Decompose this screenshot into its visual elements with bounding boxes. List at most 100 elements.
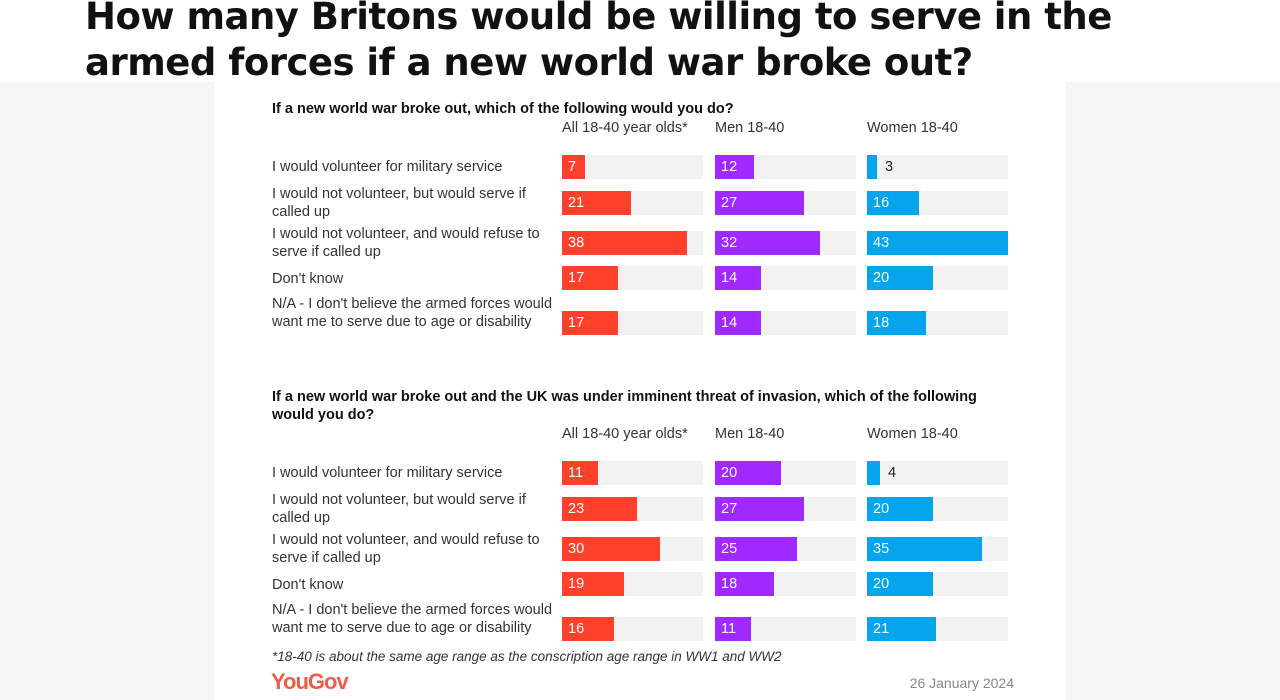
data-label: 35 bbox=[873, 541, 890, 557]
row-label: I would not volunteer, but would serve i… bbox=[272, 186, 526, 220]
data-label: 38 bbox=[568, 235, 585, 251]
bar bbox=[562, 537, 660, 561]
row-label: N/A - I don't believe the armed forces w… bbox=[272, 602, 553, 636]
column-header: All 18-40 year olds* bbox=[562, 120, 688, 136]
column-header: All 18-40 year olds* bbox=[562, 426, 688, 442]
bar-track: 11 bbox=[715, 617, 856, 641]
bar bbox=[715, 572, 774, 596]
bar bbox=[867, 231, 1008, 255]
bar bbox=[562, 311, 618, 335]
bar bbox=[867, 311, 926, 335]
bar-track: 7 bbox=[562, 155, 703, 179]
data-label: 20 bbox=[873, 501, 890, 517]
bar bbox=[867, 266, 933, 290]
yougov-logo: YouGov bbox=[271, 669, 349, 694]
headline: How many Britons would be willing to ser… bbox=[85, 0, 1112, 84]
bar-track: 21 bbox=[562, 191, 703, 215]
bar-track: 38 bbox=[562, 231, 703, 255]
bar-track: 20 bbox=[867, 497, 1008, 521]
row-label: I would not volunteer, and would refuse … bbox=[272, 226, 540, 260]
bar bbox=[867, 497, 933, 521]
data-label: 17 bbox=[568, 270, 585, 286]
bar bbox=[867, 617, 936, 641]
column-header: Women 18-40 bbox=[867, 120, 958, 136]
bar-track: 35 bbox=[867, 537, 1008, 561]
data-label: 32 bbox=[721, 235, 738, 251]
bar-track: 32 bbox=[715, 231, 856, 255]
bar bbox=[715, 266, 761, 290]
bar-track: 12 bbox=[715, 155, 856, 179]
date: 26 January 2024 bbox=[909, 675, 1014, 691]
data-label: 16 bbox=[568, 621, 585, 637]
data-label: 27 bbox=[721, 501, 738, 517]
footnote: *18-40 is about the same age range as th… bbox=[272, 649, 782, 664]
data-label: 18 bbox=[873, 315, 890, 331]
bar-track: 14 bbox=[715, 266, 856, 290]
data-label: 7 bbox=[568, 159, 577, 175]
data-label: 25 bbox=[721, 541, 738, 557]
data-label: 3 bbox=[885, 159, 894, 175]
bar bbox=[867, 155, 877, 179]
bar-track: 43 bbox=[867, 231, 1008, 255]
bar bbox=[867, 537, 982, 561]
data-label: 21 bbox=[873, 621, 890, 637]
bar bbox=[562, 191, 631, 215]
data-label: 17 bbox=[568, 315, 585, 331]
data-label: 11 bbox=[568, 465, 584, 481]
bar-track: 27 bbox=[715, 497, 856, 521]
column-header: Women 18-40 bbox=[867, 426, 958, 442]
row-label: N/A - I don't believe the armed forces w… bbox=[272, 296, 553, 330]
bar bbox=[562, 617, 614, 641]
bar bbox=[562, 497, 637, 521]
data-label: 30 bbox=[568, 541, 585, 557]
bar-track: 17 bbox=[562, 311, 703, 335]
bar-track: 11 bbox=[562, 461, 703, 485]
row-label: Don't know bbox=[272, 271, 344, 287]
bar-track: 23 bbox=[562, 497, 703, 521]
bar-track: 19 bbox=[562, 572, 703, 596]
bar bbox=[867, 461, 880, 485]
row-label: Don't know bbox=[272, 577, 344, 593]
bar bbox=[715, 617, 751, 641]
bar-track: 4 bbox=[867, 461, 1008, 485]
row-label: I would not volunteer, and would refuse … bbox=[272, 532, 540, 566]
data-label: 20 bbox=[721, 465, 738, 481]
data-label: 16 bbox=[873, 195, 890, 211]
bar-track: 27 bbox=[715, 191, 856, 215]
data-label: 12 bbox=[721, 159, 738, 175]
row-label: I would volunteer for military service bbox=[272, 465, 503, 481]
bar-track: 20 bbox=[715, 461, 856, 485]
bar bbox=[715, 461, 781, 485]
data-label: 14 bbox=[721, 270, 738, 286]
bar bbox=[562, 461, 598, 485]
data-label: 21 bbox=[568, 195, 585, 211]
bar-track: 18 bbox=[867, 311, 1008, 335]
bar bbox=[867, 572, 933, 596]
data-label: 18 bbox=[721, 576, 738, 592]
data-label: 14 bbox=[721, 315, 738, 331]
data-label: 20 bbox=[873, 270, 890, 286]
bar bbox=[715, 155, 754, 179]
data-label: 19 bbox=[568, 576, 585, 592]
data-label: 4 bbox=[888, 465, 897, 481]
bar-track: 14 bbox=[715, 311, 856, 335]
bar-track: 16 bbox=[562, 617, 703, 641]
bar bbox=[715, 537, 797, 561]
bar-track: 25 bbox=[715, 537, 856, 561]
data-label: 23 bbox=[568, 501, 585, 517]
bar-track: 30 bbox=[562, 537, 703, 561]
bar-track: 20 bbox=[867, 266, 1008, 290]
bar-track: 18 bbox=[715, 572, 856, 596]
bar-track: 16 bbox=[867, 191, 1008, 215]
data-label: 11 bbox=[721, 621, 737, 637]
bar-track: 20 bbox=[867, 572, 1008, 596]
bar bbox=[562, 572, 624, 596]
bar bbox=[867, 191, 919, 215]
data-label: 27 bbox=[721, 195, 738, 211]
data-label: 43 bbox=[873, 235, 890, 251]
bar bbox=[562, 231, 687, 255]
bar bbox=[562, 155, 585, 179]
row-label: I would not volunteer, but would serve i… bbox=[272, 492, 526, 526]
chart-card: If a new world war broke out, which of t… bbox=[214, 82, 1066, 700]
bar bbox=[715, 231, 820, 255]
